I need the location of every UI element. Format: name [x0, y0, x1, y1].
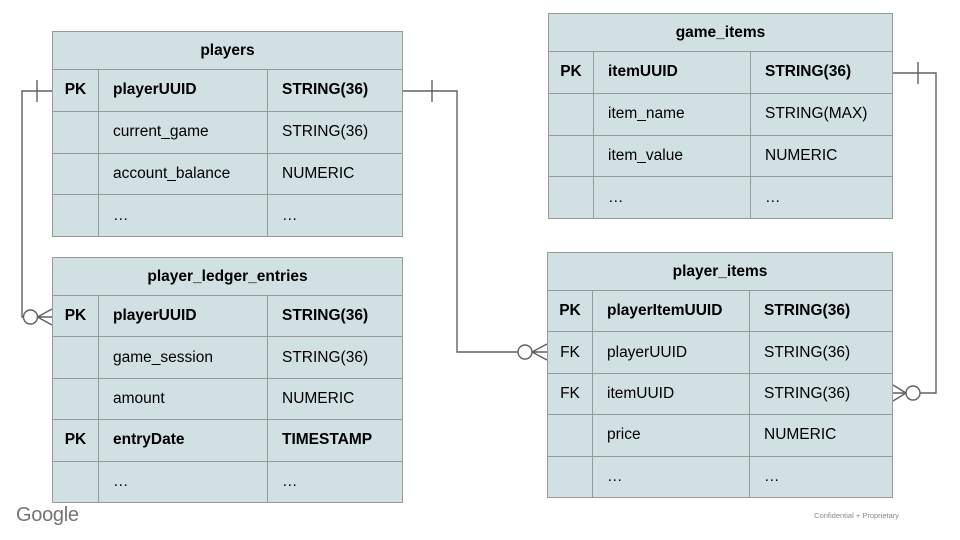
- key-cell: PK: [53, 70, 99, 111]
- key-cell: [53, 195, 99, 236]
- column-type-cell: …: [282, 472, 298, 490]
- column-type-cell: TIMESTAMP: [282, 431, 373, 449]
- key-cell: [53, 337, 99, 378]
- column-name-cell: playerUUID: [99, 70, 268, 111]
- relationship-players-to-player-ledger-entries[interactable]: [21, 80, 53, 326]
- column-type-cell: STRING(36): [765, 63, 852, 81]
- table-row: ……: [53, 461, 402, 503]
- table-title: player_items: [548, 253, 892, 291]
- relationship-line: [403, 90, 518, 353]
- table-row: price NUMERIC: [548, 415, 892, 457]
- table-row: FK playerUUID STRING(36): [548, 332, 892, 374]
- column-type-cell: NUMERIC: [765, 146, 838, 164]
- column-type-cell: STRING(MAX): [765, 105, 868, 123]
- table-title: game_items: [549, 14, 892, 52]
- table-row: game_session STRING(36): [53, 337, 402, 379]
- key-cell: FK: [548, 373, 593, 415]
- table-row: PK playerUUID STRING(36): [53, 296, 402, 338]
- column-name-cell: …: [593, 456, 750, 498]
- table-row: PK entryDate TIMESTAMP: [53, 420, 402, 462]
- column-name-cell: item_name: [594, 93, 751, 135]
- key-cell: [548, 456, 593, 498]
- column-name-cell: playerItemUUID: [593, 291, 750, 332]
- column-type-cell: STRING(36): [282, 348, 369, 366]
- key-cell: [53, 153, 99, 195]
- relationship-game-items-to-player-items[interactable]: [892, 62, 937, 402]
- table-title: players: [53, 32, 402, 70]
- table-row: amount NUMERIC: [53, 378, 402, 421]
- column-name-cell: price: [593, 415, 750, 456]
- column-type-cell: STRING(36): [764, 343, 851, 361]
- column-type-cell: …: [764, 467, 780, 485]
- crow-foot-many: [892, 384, 907, 402]
- column-name-cell: game_session: [99, 337, 268, 378]
- relationship-players-to-player-items[interactable]: [403, 80, 548, 361]
- column-type-cell: STRING(36): [764, 302, 851, 320]
- key-cell: [549, 93, 594, 135]
- table-row: current_game STRING(36): [53, 111, 402, 154]
- key-cell: FK: [548, 332, 593, 373]
- column-type-cell: …: [765, 188, 781, 206]
- column-name-cell: …: [99, 461, 268, 503]
- key-cell: [549, 177, 594, 218]
- crow-foot-many: [531, 343, 548, 361]
- table-row: ……: [549, 177, 892, 218]
- column-type-cell: …: [282, 206, 298, 224]
- column-name-cell: entryDate: [99, 420, 268, 461]
- table-row: ……: [53, 195, 402, 236]
- crow-foot-many: [37, 308, 53, 326]
- key-cell: PK: [548, 291, 593, 332]
- zero-circle: [517, 344, 533, 360]
- table-row: PK playerItemUUID STRING(36): [548, 291, 892, 333]
- column-type-cell: STRING(36): [282, 81, 369, 99]
- entity-table-game-items[interactable]: game_items PK itemUUID STRING(36) item_name…: [548, 13, 893, 219]
- zero-circle: [22, 309, 39, 325]
- column-type-cell: NUMERIC: [282, 390, 355, 408]
- table-row: account_balance NUMERIC: [53, 153, 402, 196]
- column-name-cell: current_game: [99, 111, 268, 153]
- key-cell: PK: [549, 52, 594, 93]
- column-name-cell: playerUUID: [593, 332, 750, 373]
- column-name-cell: …: [99, 195, 268, 236]
- entity-table-player-ledger-entries[interactable]: player_ledger_entries PK playerUUID STRING…: [52, 257, 403, 503]
- column-name-cell: itemUUID: [593, 373, 750, 415]
- column-type-cell: STRING(36): [282, 123, 369, 141]
- column-name-cell: item_value: [594, 135, 751, 177]
- relationship-line: [21, 90, 52, 318]
- key-cell: PK: [53, 420, 99, 461]
- table-row: PK itemUUID STRING(36): [549, 52, 892, 94]
- google-logo: Google: [16, 504, 79, 526]
- column-type-cell: NUMERIC: [282, 164, 355, 182]
- table-title: player_ledger_entries: [53, 258, 402, 296]
- key-cell: [53, 378, 99, 420]
- key-cell: [53, 111, 99, 153]
- column-name-cell: itemUUID: [594, 52, 751, 93]
- table-row: PK playerUUID STRING(36): [53, 70, 402, 112]
- column-name-cell: account_balance: [99, 153, 268, 195]
- table-row: FK itemUUID STRING(36): [548, 373, 892, 416]
- table-row: item_name STRING(MAX): [549, 93, 892, 136]
- key-cell: PK: [53, 296, 99, 337]
- key-cell: [53, 461, 99, 503]
- column-name-cell: amount: [99, 378, 268, 420]
- column-name-cell: playerUUID: [99, 296, 268, 337]
- column-type-cell: STRING(36): [282, 307, 369, 325]
- entity-table-player-items[interactable]: player_items PK playerItemUUID STRING(36) F…: [547, 252, 893, 498]
- entity-table-players[interactable]: players PK playerUUID STRING(36) current_ga…: [52, 31, 403, 237]
- column-type-cell: NUMERIC: [764, 426, 837, 444]
- confidential-note: Confidential + Proprietary: [814, 511, 899, 520]
- key-cell: [548, 415, 593, 456]
- column-name-cell: …: [594, 177, 751, 218]
- zero-circle: [905, 385, 921, 401]
- table-row: item_value NUMERIC: [549, 135, 892, 178]
- key-cell: [549, 135, 594, 177]
- relationship-line: [893, 72, 937, 394]
- column-type-cell: STRING(36): [764, 385, 851, 403]
- table-row: ……: [548, 456, 892, 498]
